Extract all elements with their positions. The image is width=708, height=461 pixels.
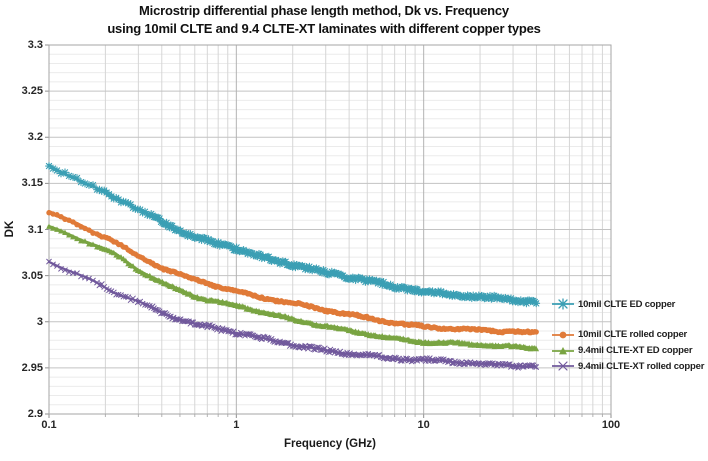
y-tick-label: 2.9	[27, 408, 43, 420]
y-tick-label: 3.2	[27, 131, 43, 144]
y-tick-label: 3.1	[27, 223, 43, 236]
y-tick-label: 3.3	[27, 39, 43, 51]
legend-item-10mil-clte-rolled-copper: 10mil CLTE rolled copper	[551, 329, 687, 341]
plot-border	[48, 44, 612, 415]
asterisk-marker-icon	[552, 298, 574, 311]
legend-item-9-4mil-clte-xt-rolled-copper: 9.4mil CLTE-XT rolled copper	[551, 360, 704, 372]
chart-title-line-2: using 10mil CLTE and 9.4 CLTE-XT laminat…	[107, 21, 541, 36]
chart-title-line-1: Microstrip differential phase length met…	[139, 3, 509, 18]
x-marker-icon	[552, 361, 574, 371]
x-tick-label: 100	[601, 419, 621, 431]
legend-label: 10mil CLTE rolled copper	[578, 329, 688, 341]
y-tick-label: 3.05	[21, 269, 43, 282]
circle-marker-icon	[552, 331, 574, 339]
series-10mil-clte-ed-copper	[45, 162, 541, 308]
gridlines	[45, 44, 612, 418]
legend-label: 9.4mil CLTE-XT rolled copper	[578, 360, 705, 372]
x-axis-title: Frequency (GHz)	[283, 438, 376, 450]
legend-label: 10mil CLTE ED copper	[578, 298, 676, 310]
y-tick-label: 3.25	[21, 85, 43, 98]
x-tick-label: 10	[417, 419, 430, 431]
legend-item-9-4mil-clte-xt-ed-copper: 9.4mil CLTE-XT ED copper	[551, 345, 693, 357]
triangle-marker-icon	[552, 346, 574, 354]
x-tick-label: 0.1	[41, 419, 57, 431]
legend-label: 9.4mil CLTE-XT ED copper	[578, 345, 693, 357]
y-tick-label: 3	[36, 315, 43, 328]
x-tick-label: 1	[233, 419, 240, 431]
series-10mil-clte-rolled-copper	[46, 210, 539, 336]
series-9-4mil-clte-xt-ed-copper	[46, 223, 540, 352]
y-tick-label: 2.95	[21, 361, 43, 374]
y-tick-label: 3.15	[21, 177, 43, 190]
series-9-4mil-clte-xt-rolled-copper	[46, 258, 539, 371]
legend-item-10mil-clte-ed-copper: 10mil CLTE ED copper	[551, 298, 676, 311]
